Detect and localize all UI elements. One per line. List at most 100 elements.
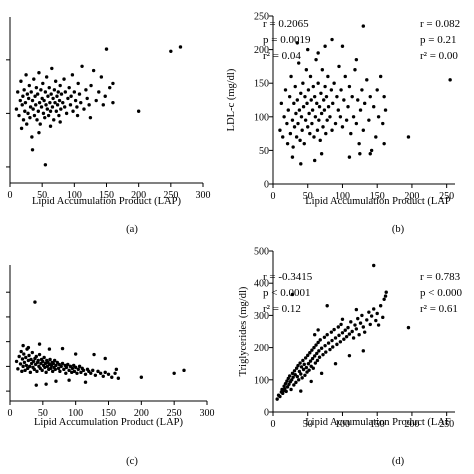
data-point (278, 128, 282, 132)
x-tick-label: 300 (196, 190, 211, 201)
data-point (320, 68, 325, 72)
x-tick-label: 300 (200, 408, 215, 419)
data-point (26, 358, 31, 363)
data-point (326, 74, 330, 79)
data-point (312, 135, 316, 139)
x-tick-label: 250 (167, 408, 182, 419)
data-point (32, 113, 37, 118)
data-point (24, 73, 28, 77)
data-point (89, 371, 93, 376)
data-point (306, 88, 311, 92)
x-tick-label: 150 (370, 419, 385, 430)
data-point (39, 105, 44, 109)
data-point (284, 389, 288, 394)
data-point (303, 118, 308, 122)
y-tick-label: 100 (254, 375, 269, 386)
y-axis-label: LDL-c (mg/dl) (226, 68, 237, 131)
data-point (59, 107, 63, 111)
stats-line: r² = 0.00 (420, 50, 458, 62)
data-point (311, 84, 315, 89)
data-point (290, 118, 295, 122)
chart-panel-4: 0 50 100 150 200 250 0 100 200 300 400 500 r = 0.783… (238, 247, 462, 468)
data-point (282, 115, 286, 119)
data-point (310, 356, 315, 361)
stats-line: p = 0.0019 (263, 34, 311, 46)
data-point (315, 358, 320, 363)
data-point (340, 44, 345, 48)
data-point (283, 88, 288, 92)
data-point (47, 85, 51, 90)
stats-line: r = 0.2065 (263, 18, 309, 30)
y-tick-label: 200 (254, 343, 269, 354)
data-point (40, 368, 44, 373)
data-point (301, 367, 306, 372)
data-point (67, 368, 71, 373)
data-point (28, 370, 33, 375)
data-point (39, 88, 43, 92)
data-point (335, 94, 339, 99)
data-point (381, 121, 385, 126)
data-point (378, 304, 383, 308)
data-point (111, 100, 115, 105)
data-point (351, 336, 356, 340)
data-point (275, 397, 279, 401)
data-point (357, 141, 361, 146)
data-point (310, 108, 315, 112)
data-point (326, 105, 331, 109)
data-point (381, 315, 385, 320)
data-point (295, 374, 300, 379)
data-point (63, 90, 68, 94)
data-point (369, 148, 374, 153)
data-point (315, 101, 319, 106)
stats-line: r² = 0.12 (263, 303, 301, 315)
data-point (75, 105, 79, 109)
x-tick-label: 100 (67, 190, 82, 201)
x-tick-label: 250 (439, 419, 454, 430)
data-point (349, 320, 353, 324)
data-point (50, 369, 55, 374)
data-point (116, 376, 121, 380)
data-point (356, 98, 360, 102)
data-point (375, 88, 379, 92)
data-point (367, 310, 371, 314)
data-point (382, 94, 386, 99)
data-point (290, 292, 295, 297)
data-point (67, 378, 71, 382)
data-point (286, 376, 290, 381)
data-point (303, 373, 307, 377)
data-point (66, 96, 70, 101)
data-point (296, 121, 300, 126)
x-axis-label: Lipid Accumulation Product (LAF (305, 417, 451, 428)
data-point (21, 118, 26, 122)
data-point (293, 84, 297, 89)
data-point (26, 111, 30, 116)
data-point (79, 370, 83, 375)
data-point (75, 371, 79, 376)
data-point (349, 131, 353, 136)
data-point (55, 94, 59, 98)
data-point (314, 57, 318, 62)
data-point (323, 84, 327, 89)
data-point (46, 94, 50, 98)
data-point (49, 366, 53, 371)
data-point (372, 263, 376, 268)
data-point (383, 108, 388, 112)
data-point (60, 346, 65, 351)
data-point (52, 358, 57, 363)
data-point (285, 141, 290, 146)
data-point (340, 317, 345, 321)
data-point (52, 88, 57, 92)
data-point (281, 391, 285, 396)
data-point (288, 131, 293, 136)
data-point (35, 92, 40, 96)
data-point (282, 384, 286, 388)
data-point (307, 368, 311, 372)
data-point (344, 118, 349, 122)
data-point (312, 354, 317, 358)
data-point (103, 94, 107, 98)
y-tick-label: 250 (254, 12, 269, 23)
stats-line: r² = 0.61 (420, 303, 458, 315)
data-point (365, 318, 369, 322)
data-point (25, 92, 30, 96)
data-point (169, 49, 173, 53)
